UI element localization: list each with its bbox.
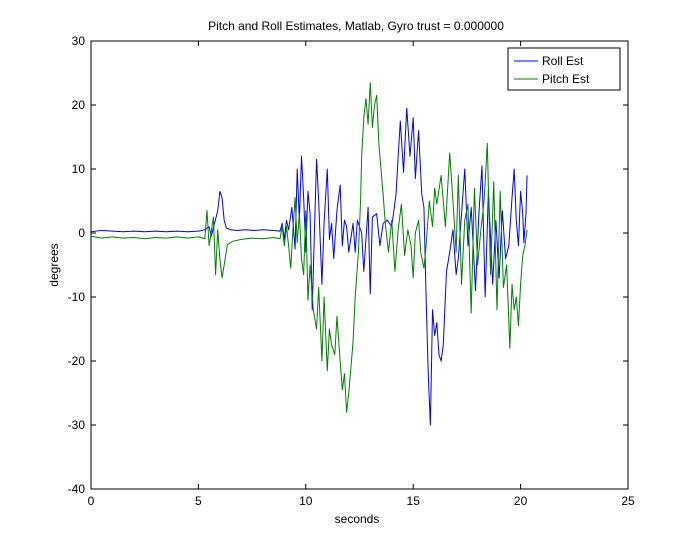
y-tick-label: 0 (78, 226, 85, 240)
y-tick-label: 10 (72, 162, 86, 176)
x-tick-label: 5 (195, 494, 202, 508)
legend-box (507, 47, 621, 91)
series-line-pitch-est (90, 82, 528, 413)
y-tick-label: -10 (68, 290, 86, 304)
legend-entry-label: Pitch Est (542, 72, 590, 86)
chart-title: Pitch and Roll Estimates, Matlab, Gyro t… (208, 19, 504, 33)
x-tick-label: 10 (299, 494, 313, 508)
x-tick-label: 0 (88, 494, 95, 508)
plot-area (90, 40, 629, 490)
y-tick-label: 20 (72, 98, 86, 112)
y-tick-label: -40 (68, 482, 86, 496)
x-axis: 0 5 10 15 20 25 (88, 41, 635, 508)
x-tick-label: 20 (514, 494, 528, 508)
legend: Roll Est Pitch Est (507, 47, 621, 91)
y-axis: -40 -30 -20 -10 0 10 20 30 (68, 34, 628, 496)
y-tick-label: 30 (72, 34, 86, 48)
x-tick-label: 25 (621, 494, 635, 508)
y-tick-label: -20 (68, 354, 86, 368)
series-layer (90, 82, 528, 426)
x-tick-label: 15 (407, 494, 421, 508)
y-tick-label: -30 (68, 418, 86, 432)
x-axis-title: seconds (335, 512, 380, 526)
y-axis-title: degrees (47, 243, 61, 286)
legend-entry-label: Roll Est (542, 54, 584, 68)
